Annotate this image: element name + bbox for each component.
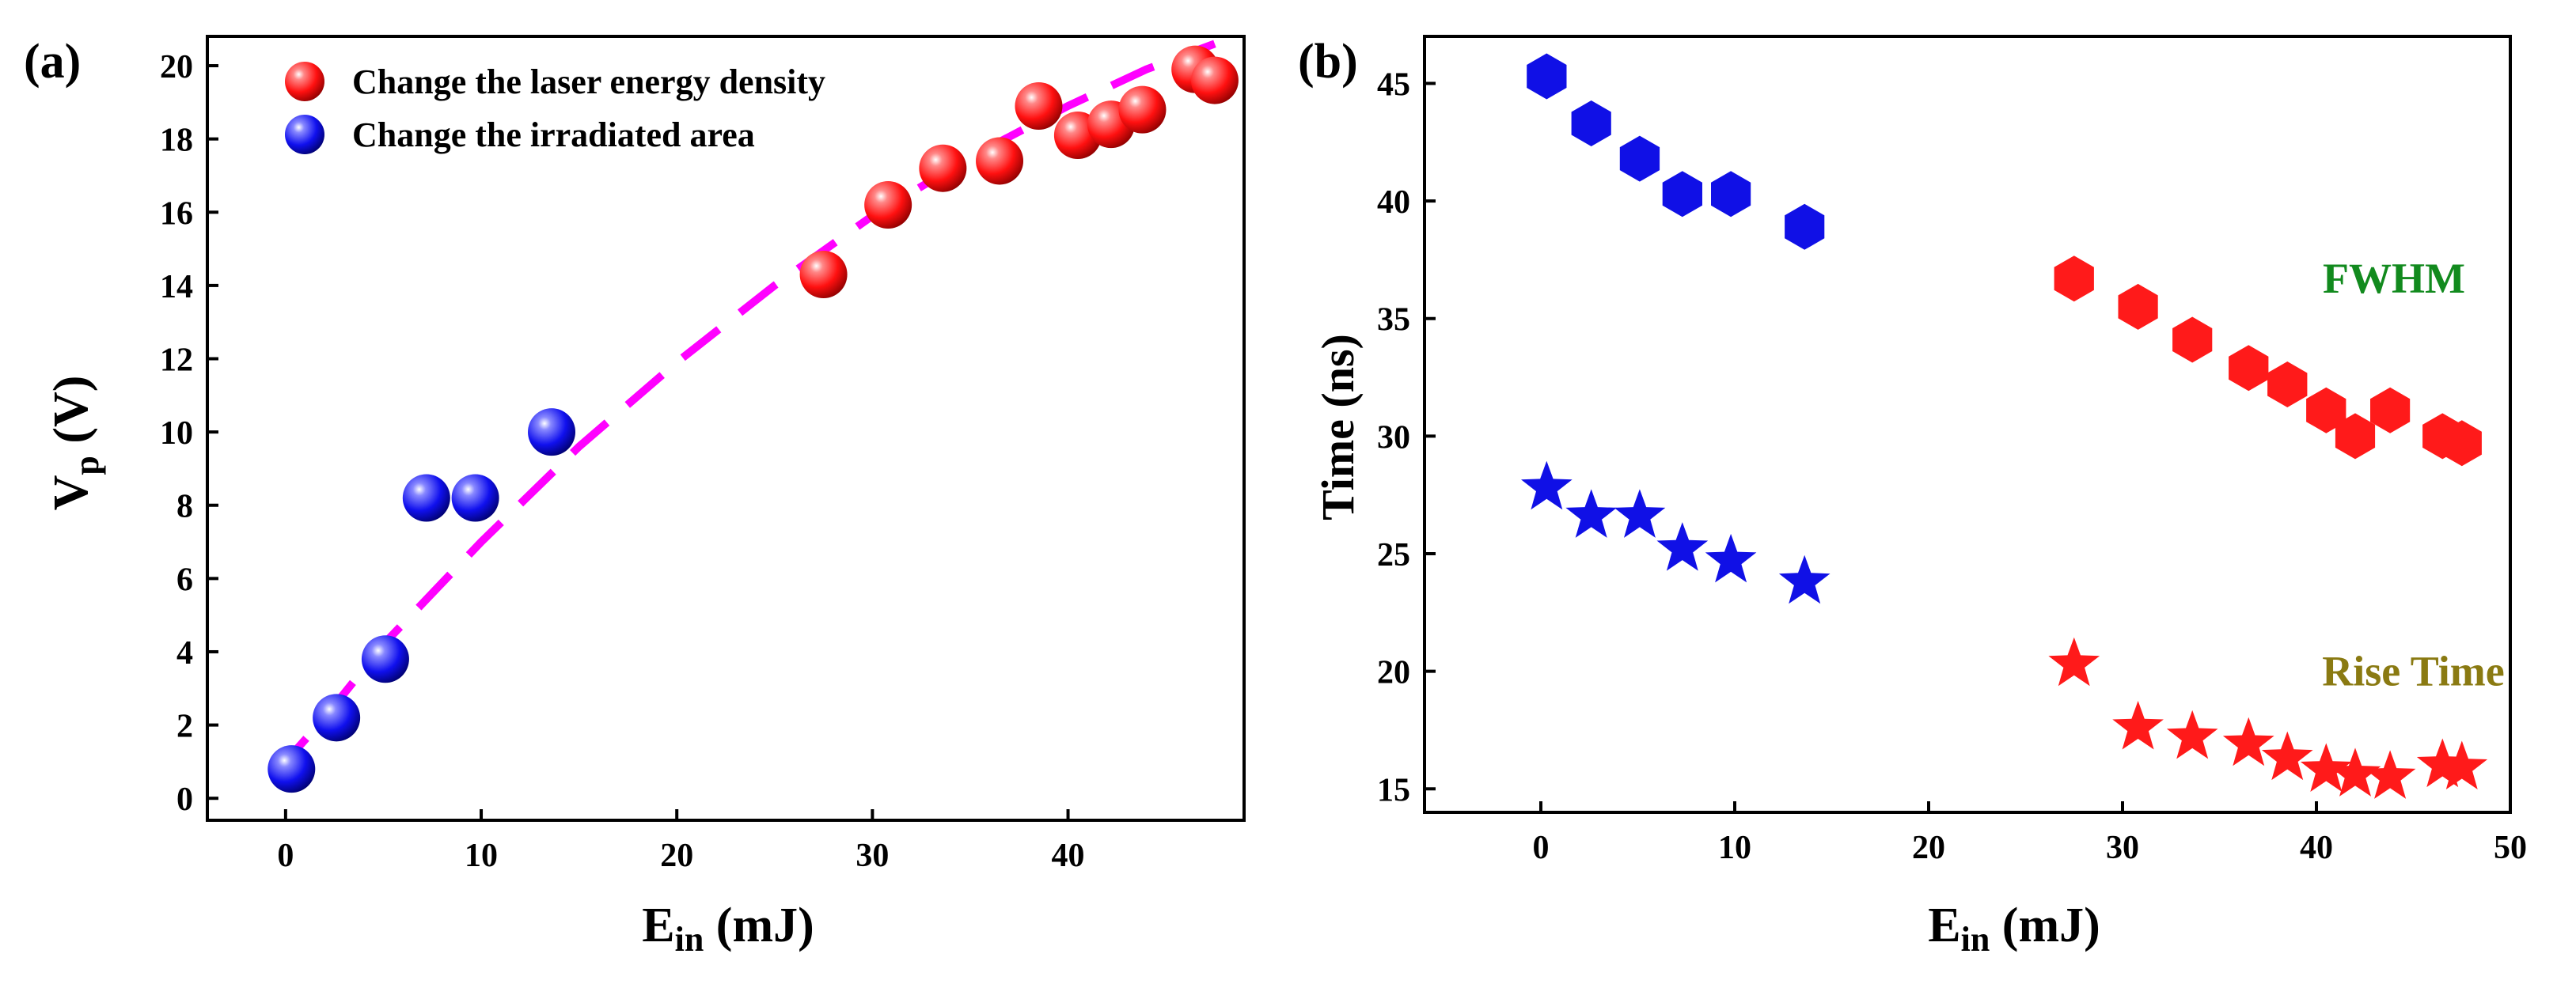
- panel-a-x-tick-label: 20: [660, 838, 693, 874]
- panel-b-red-hexagon-point: [2306, 387, 2346, 433]
- panel-a-red-sphere-point: [864, 181, 912, 229]
- panel-a-red-sphere-point: [799, 251, 848, 299]
- panel-a-y-tick-label: 18: [160, 123, 193, 159]
- panel-a-y-tick-label: 4: [176, 635, 193, 672]
- panel-a-blue-sphere-point: [313, 694, 361, 742]
- panel-b-x-tick-label: 30: [2106, 830, 2139, 866]
- panel-a-y-axis-label: Vp (V): [44, 376, 106, 511]
- panel-a-x-axis-label: Ein (mJ): [642, 899, 814, 959]
- panel-a-points: [267, 45, 1239, 793]
- panel-b-ticks: 0 10 20 30 40 50 15 20 25 30 35 40 45: [1377, 66, 2527, 866]
- panel-a-red-sphere-point: [976, 137, 1024, 185]
- panel-b-y-tick-label: 15: [1377, 772, 1410, 808]
- panel-a-legend: Change the laser energy density Change t…: [285, 62, 825, 154]
- panel-a-x-tick-label: 40: [1052, 838, 1085, 874]
- panel-a-x-tick-label: 0: [277, 838, 294, 874]
- panel-a-y-tick-label: 6: [176, 562, 193, 598]
- panel-b-red-hexagon-point: [2118, 283, 2158, 330]
- panel-b-y-tick-label: 20: [1377, 655, 1410, 691]
- panel-b-red-hexagon-point: [2172, 316, 2213, 363]
- panel-a-y-tick-label: 2: [176, 709, 193, 745]
- panel-a-plot-frame: [206, 35, 1246, 822]
- panel-b-blue-star-point: [1565, 489, 1617, 538]
- panel-a-y-tick-label: 14: [160, 269, 193, 305]
- panel-b-y-tick-label: 30: [1377, 419, 1410, 456]
- panel-b-y-tick-label: 25: [1377, 537, 1410, 573]
- panel-a-blue-sphere-point: [402, 474, 450, 522]
- panel-b-red-hexagon-point: [2370, 387, 2411, 433]
- panel-b-x-tick-label: 10: [1718, 830, 1751, 866]
- panel-b-blue-star-point: [1656, 522, 1709, 571]
- panel-b-blue-star-point: [1778, 554, 1831, 604]
- legend-red-sphere-marker: [285, 62, 324, 101]
- panel-b-x-tick-label: 0: [1533, 830, 1550, 866]
- panel-a-y-tick-label: 0: [176, 782, 193, 818]
- panel-a-red-sphere-point: [1015, 81, 1063, 130]
- panel-b-red-hexagon-point: [2335, 413, 2376, 460]
- panel-b-red-hexagon-point: [2054, 255, 2094, 302]
- panel-a-y-tick-label: 12: [160, 343, 193, 379]
- panel-b-blue-hexagon-point: [1785, 203, 1825, 250]
- panel-b-red-star-point: [2300, 743, 2352, 792]
- panel-b-red-hexagon-point: [2229, 345, 2269, 392]
- panel-b-red-star-point: [2329, 747, 2381, 797]
- panel-a-red-sphere-point: [1190, 56, 1239, 104]
- panel-b-y-tick-label: 35: [1377, 302, 1410, 339]
- panel-b-red-star-point: [2112, 701, 2164, 750]
- panel-b-y-axis-label: Time (ns): [1312, 334, 1364, 520]
- panel-a-y-tick-label: 16: [160, 195, 193, 232]
- panel-b-plot-frame: [1423, 35, 2512, 814]
- panel-b-blue-star-point: [1705, 533, 1757, 583]
- panel-b-red-star-point: [2261, 731, 2313, 781]
- panel-b-x-tick-label: 50: [2494, 830, 2527, 866]
- panel-b-red-star-point: [2436, 740, 2488, 789]
- panel-a-x-tick-label: 10: [465, 838, 498, 874]
- panel-b-x-axis-label: Ein (mJ): [1928, 899, 2100, 959]
- panel-b-blue-star-point: [1521, 460, 1573, 510]
- panel-a-blue-sphere-point: [267, 745, 316, 793]
- panel-a-y-tick-label: 8: [176, 489, 193, 525]
- panel-b-blue-hexagon-point: [1527, 53, 1567, 100]
- panel-a-label: (a): [24, 35, 81, 89]
- panel-b-blue-hexagon-point: [1619, 135, 1660, 182]
- legend-label-irradiated-area: Change the irradiated area: [352, 115, 755, 154]
- panel-a-x-tick-label: 30: [856, 838, 889, 874]
- panel-b-points: [1521, 53, 2488, 799]
- panel-b-label: (b): [1298, 35, 1358, 89]
- panel-a-blue-sphere-point: [451, 474, 499, 522]
- panel-b-x-tick-label: 40: [2300, 830, 2333, 866]
- panel-b-red-star-point: [2222, 717, 2274, 766]
- panel-b-blue-hexagon-point: [1711, 171, 1751, 218]
- panel-a-y-tick-label: 10: [160, 415, 193, 452]
- panel-b-blue-star-point: [1614, 489, 1666, 538]
- legend-blue-sphere-marker: [285, 115, 324, 154]
- panel-b-red-hexagon-point: [2267, 361, 2308, 407]
- panel-b-y-tick-label: 45: [1377, 66, 1410, 103]
- panel-b-blue-hexagon-point: [1662, 171, 1702, 218]
- legend-label-laser-energy: Change the laser energy density: [352, 62, 825, 101]
- panel-a-blue-sphere-point: [528, 408, 576, 456]
- panel-a-y-tick-label: 20: [160, 49, 193, 85]
- panel-b-blue-hexagon-point: [1571, 100, 1611, 146]
- panel-b-red-hexagon-point: [2441, 420, 2482, 467]
- rise-time-annotation: Rise Time: [2322, 648, 2505, 695]
- panel-a-blue-sphere-point: [361, 635, 409, 683]
- panel-b-red-star-point: [2166, 710, 2218, 759]
- panel-b-red-star-point: [2364, 750, 2416, 799]
- panel-a-red-sphere-point: [919, 144, 967, 192]
- panel-b-y-tick-label: 40: [1377, 184, 1410, 221]
- fwhm-annotation: FWHM: [2323, 255, 2465, 302]
- panel-a: (a) 0 10 20 30 40 0 2 4 6 8 10 12 14 16 18 20 Change th…: [24, 35, 1246, 959]
- panel-b: (b) 0 10 20 30 40 50 15 20 25 30 35 40 45 FWHM Rise …: [1298, 35, 2527, 959]
- panel-a-red-sphere-point: [1118, 85, 1167, 134]
- panel-a-ticks: 0 10 20 30 40 0 2 4 6 8 10 12 14 16 18 20: [160, 49, 1085, 874]
- panel-b-x-tick-label: 20: [1912, 830, 1945, 866]
- panel-b-red-star-point: [2048, 637, 2100, 687]
